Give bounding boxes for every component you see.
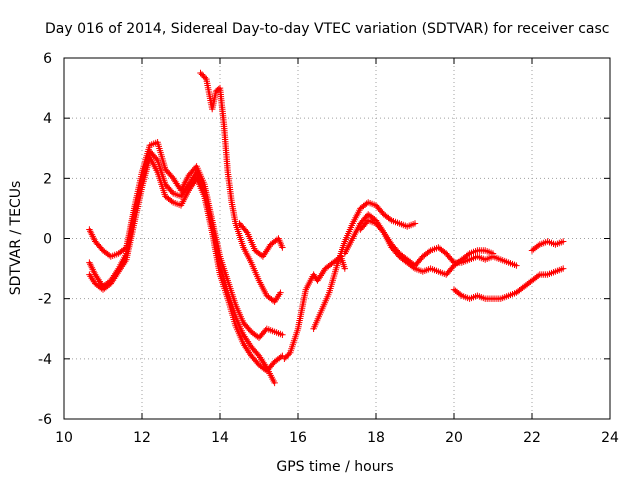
chart-title: Day 016 of 2014, Sidereal Day-to-day VTE… <box>45 21 609 37</box>
x-tick-label: 22 <box>523 430 541 446</box>
x-axis-label: GPS time / hours <box>276 459 393 475</box>
y-tick-label: 6 <box>43 51 52 67</box>
data-point <box>379 209 386 217</box>
data-point <box>418 254 425 262</box>
data-point <box>282 354 289 361</box>
data-point <box>513 262 520 269</box>
data-point <box>457 291 464 298</box>
data-point <box>106 278 113 285</box>
data-point <box>197 69 204 77</box>
data-point <box>200 72 207 80</box>
x-tick-label: 16 <box>289 430 307 446</box>
series-track-j <box>450 265 567 302</box>
data-point <box>489 250 497 257</box>
y-tick-label: -4 <box>38 352 52 368</box>
data-point <box>242 227 250 235</box>
x-tick-label: 18 <box>367 430 385 446</box>
data-point <box>279 331 286 338</box>
data-point <box>277 289 284 296</box>
x-tick-label: 14 <box>211 430 229 446</box>
data-point <box>379 227 386 235</box>
data-point <box>271 379 278 387</box>
y-axis-label: SDTVAR / TECUs <box>8 181 24 296</box>
data-point <box>449 263 456 271</box>
data-point <box>284 352 291 359</box>
data-point <box>410 264 417 271</box>
series-track-c <box>86 148 278 387</box>
data-point <box>449 257 456 265</box>
y-tick-labels: -6 -4 -2 0 2 4 6 <box>38 51 52 428</box>
data-point <box>270 360 277 367</box>
series-track-d <box>197 69 284 305</box>
series-track-g <box>310 199 419 332</box>
data-point <box>153 155 160 162</box>
y-tick-label: 4 <box>43 111 52 127</box>
data-point <box>201 74 209 81</box>
data-point <box>535 272 542 279</box>
data-point <box>386 216 394 223</box>
data-point <box>279 244 286 251</box>
data-point <box>394 251 402 259</box>
y-tick-label: 0 <box>43 232 52 248</box>
y-tick-label: -2 <box>38 292 52 308</box>
x-tick-labels: 10 12 14 16 18 20 22 24 <box>55 430 619 446</box>
y-tick-label: -6 <box>38 412 52 428</box>
data-point <box>411 220 419 227</box>
data-point <box>246 327 254 334</box>
series-track-a <box>86 139 286 341</box>
axis-ticks <box>63 57 611 420</box>
data-point <box>425 248 433 255</box>
data-point <box>560 265 567 272</box>
data-point <box>281 355 288 362</box>
data-point <box>168 198 175 205</box>
data-point <box>254 360 261 367</box>
x-tick-label: 20 <box>445 430 463 446</box>
y-tick-label: 2 <box>43 171 52 187</box>
data-point <box>269 297 277 304</box>
series-track-f <box>281 253 348 362</box>
series-track-e <box>236 220 286 260</box>
series-track-i <box>357 217 497 278</box>
data-point <box>98 245 105 253</box>
data-point <box>560 238 567 245</box>
data-point <box>168 188 176 196</box>
series-layer <box>86 69 567 387</box>
data-point <box>168 173 176 180</box>
grid-lines <box>64 58 610 419</box>
data-point <box>464 251 472 258</box>
data-point <box>535 242 542 249</box>
data-point <box>341 265 348 272</box>
data-point <box>441 249 448 256</box>
data-point <box>198 71 206 78</box>
x-tick-label: 12 <box>133 430 151 446</box>
x-tick-label: 10 <box>55 430 73 446</box>
x-tick-label: 24 <box>601 430 619 446</box>
series-track-k <box>528 238 567 254</box>
data-point <box>285 351 292 358</box>
